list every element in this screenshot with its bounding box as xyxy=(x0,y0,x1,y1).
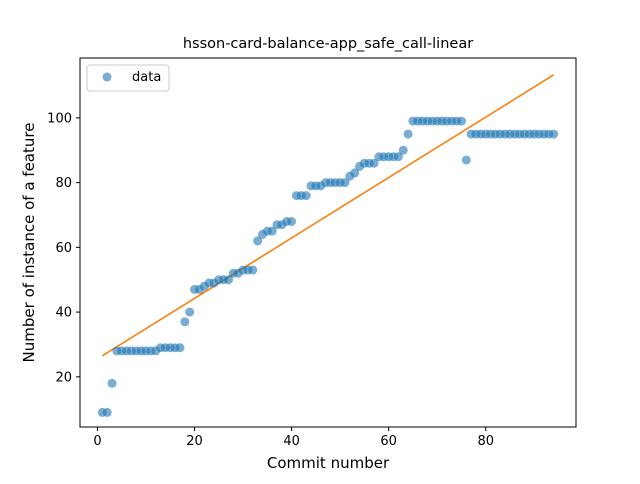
data-point xyxy=(350,168,360,178)
y-tick-label: 60 xyxy=(55,241,72,256)
x-tick-label: 80 xyxy=(477,434,494,449)
x-axis-label: Commit number xyxy=(267,454,390,472)
data-point xyxy=(248,265,258,275)
fit-line xyxy=(101,74,555,357)
x-tick-label: 0 xyxy=(93,434,101,449)
legend: data xyxy=(86,64,170,92)
data-point xyxy=(287,216,297,226)
data-point xyxy=(185,307,195,317)
y-tick-label: 80 xyxy=(55,176,72,191)
data-point xyxy=(253,236,263,246)
y-tick-label: 20 xyxy=(55,370,72,385)
data-point xyxy=(107,378,117,388)
plot-frame xyxy=(79,57,577,428)
data-point xyxy=(102,407,112,417)
data-point xyxy=(398,145,408,155)
data-points-layer xyxy=(97,116,559,417)
y-tick-label: 40 xyxy=(55,306,72,321)
y-tick-label: 100 xyxy=(47,111,72,126)
data-point xyxy=(224,275,234,285)
legend-marker xyxy=(102,72,112,82)
data-point xyxy=(393,152,403,162)
data-point xyxy=(340,178,350,188)
legend-box xyxy=(86,64,170,92)
data-point xyxy=(549,129,559,139)
data-point xyxy=(403,129,413,139)
y-axis-label: Number of instance of a feature xyxy=(20,123,38,363)
data-point xyxy=(180,317,190,327)
x-tick-label: 40 xyxy=(283,434,300,449)
x-ticks: 0 20 40 60 80 xyxy=(93,427,494,449)
x-tick-label: 60 xyxy=(380,434,397,449)
data-point xyxy=(301,191,311,201)
data-point xyxy=(267,226,277,236)
fit-line-layer xyxy=(101,74,555,357)
chart-title: hsson-card-balance-app_safe_call-linear xyxy=(183,36,473,52)
data-point xyxy=(461,155,471,165)
data-point xyxy=(175,343,185,353)
x-tick-label: 20 xyxy=(186,434,203,449)
data-point xyxy=(456,116,466,126)
data-point xyxy=(369,158,379,168)
legend-label-data: data xyxy=(132,70,161,85)
y-ticks: 20 40 60 80 100 xyxy=(47,111,80,385)
